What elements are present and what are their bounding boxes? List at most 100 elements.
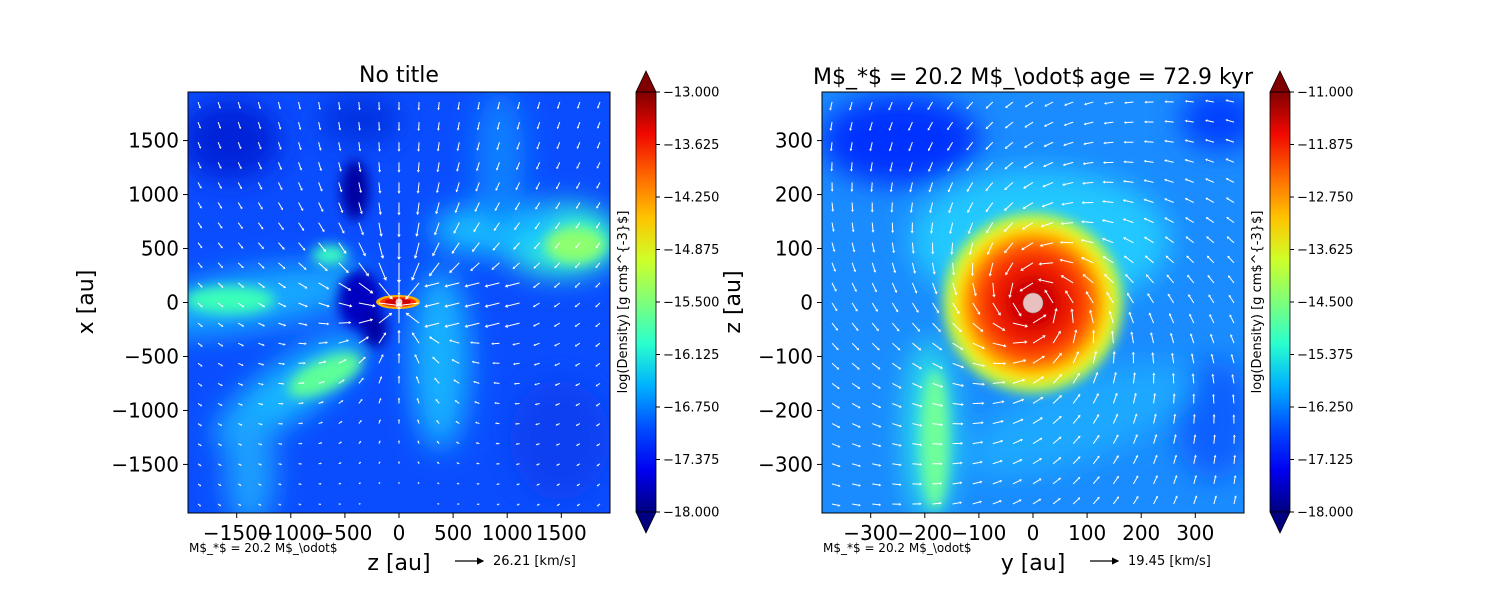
left-velocity-arrowhead (496, 127, 500, 131)
right-velocity-arrowhead (1184, 158, 1188, 162)
right-velocity-arrowhead (1233, 454, 1237, 458)
left-velocity-arrowhead (220, 403, 223, 406)
left-velocity-arrow (217, 362, 222, 366)
right-velocity-arrowhead (878, 424, 882, 428)
right-velocity-arrowhead (834, 308, 838, 312)
right-velocity-arrow (1167, 276, 1175, 284)
left-velocity-arrow (278, 242, 284, 249)
left-velocity-arrowhead (372, 303, 376, 308)
left-velocity-arrowhead (575, 226, 578, 229)
right-velocity-arrow (910, 182, 913, 191)
right-velocity-arrow (972, 282, 976, 294)
right-velocity-arrow (1145, 237, 1154, 244)
left-velocity-arrow (537, 142, 541, 148)
right-velocity-arrow (1147, 275, 1154, 284)
right-velocity-arrow (1186, 140, 1194, 143)
right-colorbar-tick-label: −11.875 (1297, 138, 1353, 153)
right-velocity-arrow (1064, 181, 1074, 185)
left-velocity-arrowhead (535, 423, 538, 426)
left-velocity-arrow (237, 182, 242, 188)
left-velocity-arrowhead (555, 443, 558, 446)
right-velocity-arrowhead (1112, 351, 1116, 354)
left-velocity-arrowhead (476, 107, 480, 110)
left-velocity-arrow (447, 322, 460, 327)
right-velocity-arrowhead (855, 328, 859, 332)
right-velocity-arrow (932, 402, 941, 406)
left-velocity-arrowhead (576, 186, 579, 189)
left-velocity-arrow (217, 443, 221, 446)
right-velocity-arrowhead (1104, 273, 1108, 277)
right-velocity-arrow (1012, 480, 1021, 485)
right-velocity-arrowhead (1184, 139, 1188, 143)
right-velocity-arrow (1012, 360, 1024, 364)
left-velocity-arrowhead (576, 206, 579, 209)
left-velocity-arrowhead (574, 364, 578, 367)
right-velocity-arrow (1188, 276, 1195, 284)
left-velocity-arrowhead (339, 462, 342, 465)
left-velocity-arrowhead (513, 247, 517, 250)
left-ytick-label: −500 (124, 344, 179, 368)
left-velocity-arrowhead (279, 503, 282, 506)
right-velocity-arrowhead (1143, 217, 1147, 221)
right-velocity-arrowhead (960, 441, 964, 445)
right-velocity-arrowhead (1042, 314, 1047, 318)
right-velocity-arrowhead (929, 210, 933, 214)
left-velocity-arrowhead (281, 422, 283, 425)
left-velocity-arrow (258, 483, 261, 486)
right-velocity-arrowhead (1041, 204, 1045, 208)
left-xtick-label: −1500 (203, 521, 271, 545)
left-velocity-arrowhead (238, 126, 242, 130)
right-velocity-arrow (1092, 477, 1099, 485)
left-velocity-arrowhead (345, 269, 349, 274)
left-velocity-arrowhead (239, 186, 242, 190)
right-velocity-arrowhead (985, 167, 989, 171)
left-velocity-arrow (535, 362, 540, 366)
right-velocity-arrowhead (1229, 314, 1232, 318)
right-velocity-arrowhead (1076, 351, 1080, 355)
left-velocity-arrow (217, 242, 222, 248)
left-velocity-arrowhead (300, 442, 303, 445)
right-velocity-arrowhead (1083, 122, 1087, 126)
right-velocity-arrowhead (1020, 438, 1023, 442)
left-velocity-arrow (537, 483, 540, 486)
left-velocity-arrowhead (199, 444, 202, 447)
right-velocity-arrowhead (1024, 340, 1028, 344)
left-velocity-arrow (378, 441, 381, 444)
left-velocity-arrowhead (416, 190, 420, 194)
left-velocity-arrow (456, 182, 460, 191)
left-velocity-arrowhead (574, 344, 578, 347)
right-velocity-arrowhead (1188, 294, 1191, 297)
right-velocity-arrow (831, 463, 839, 467)
left-velocity-arrow (197, 121, 201, 127)
right-velocity-arrowhead (966, 147, 970, 151)
right-velocity-arrow (932, 282, 937, 293)
left-velocity-arrowhead (454, 210, 458, 214)
right-velocity-arrowhead (893, 270, 897, 274)
left-velocity-arrowhead (515, 187, 519, 191)
right-velocity-arrowhead (1155, 495, 1158, 499)
left-velocity-arrow (197, 362, 202, 366)
left-velocity-arrow (257, 162, 262, 168)
right-velocity-arrow (831, 242, 835, 250)
left-velocity-arrow (536, 202, 541, 208)
left-title: No title (359, 63, 439, 88)
right-velocity-arrow (1012, 302, 1021, 315)
left-velocity-arrow (257, 121, 261, 128)
left-velocity-arrow (217, 142, 221, 148)
left-velocity-arrowhead (554, 363, 557, 366)
left-velocity-arrowhead (516, 127, 520, 130)
left-velocity-arrowhead (555, 423, 558, 426)
left-velocity-arrowhead (534, 246, 537, 250)
left-velocity-arrow (436, 202, 440, 212)
left-velocity-arrowhead (379, 376, 383, 379)
left-velocity-arrow (596, 242, 601, 247)
left-velocity-arrowhead (218, 106, 221, 109)
left-velocity-arrow (517, 121, 521, 128)
right-velocity-arrowhead (1023, 185, 1027, 189)
left-velocity-arrowhead (359, 461, 361, 464)
left-velocity-arrow (575, 302, 581, 307)
left-velocity-arrow (496, 162, 500, 169)
left-velocity-arrow (197, 483, 201, 486)
left-velocity-arrowhead (434, 377, 437, 381)
left-velocity-arrow (514, 242, 520, 249)
